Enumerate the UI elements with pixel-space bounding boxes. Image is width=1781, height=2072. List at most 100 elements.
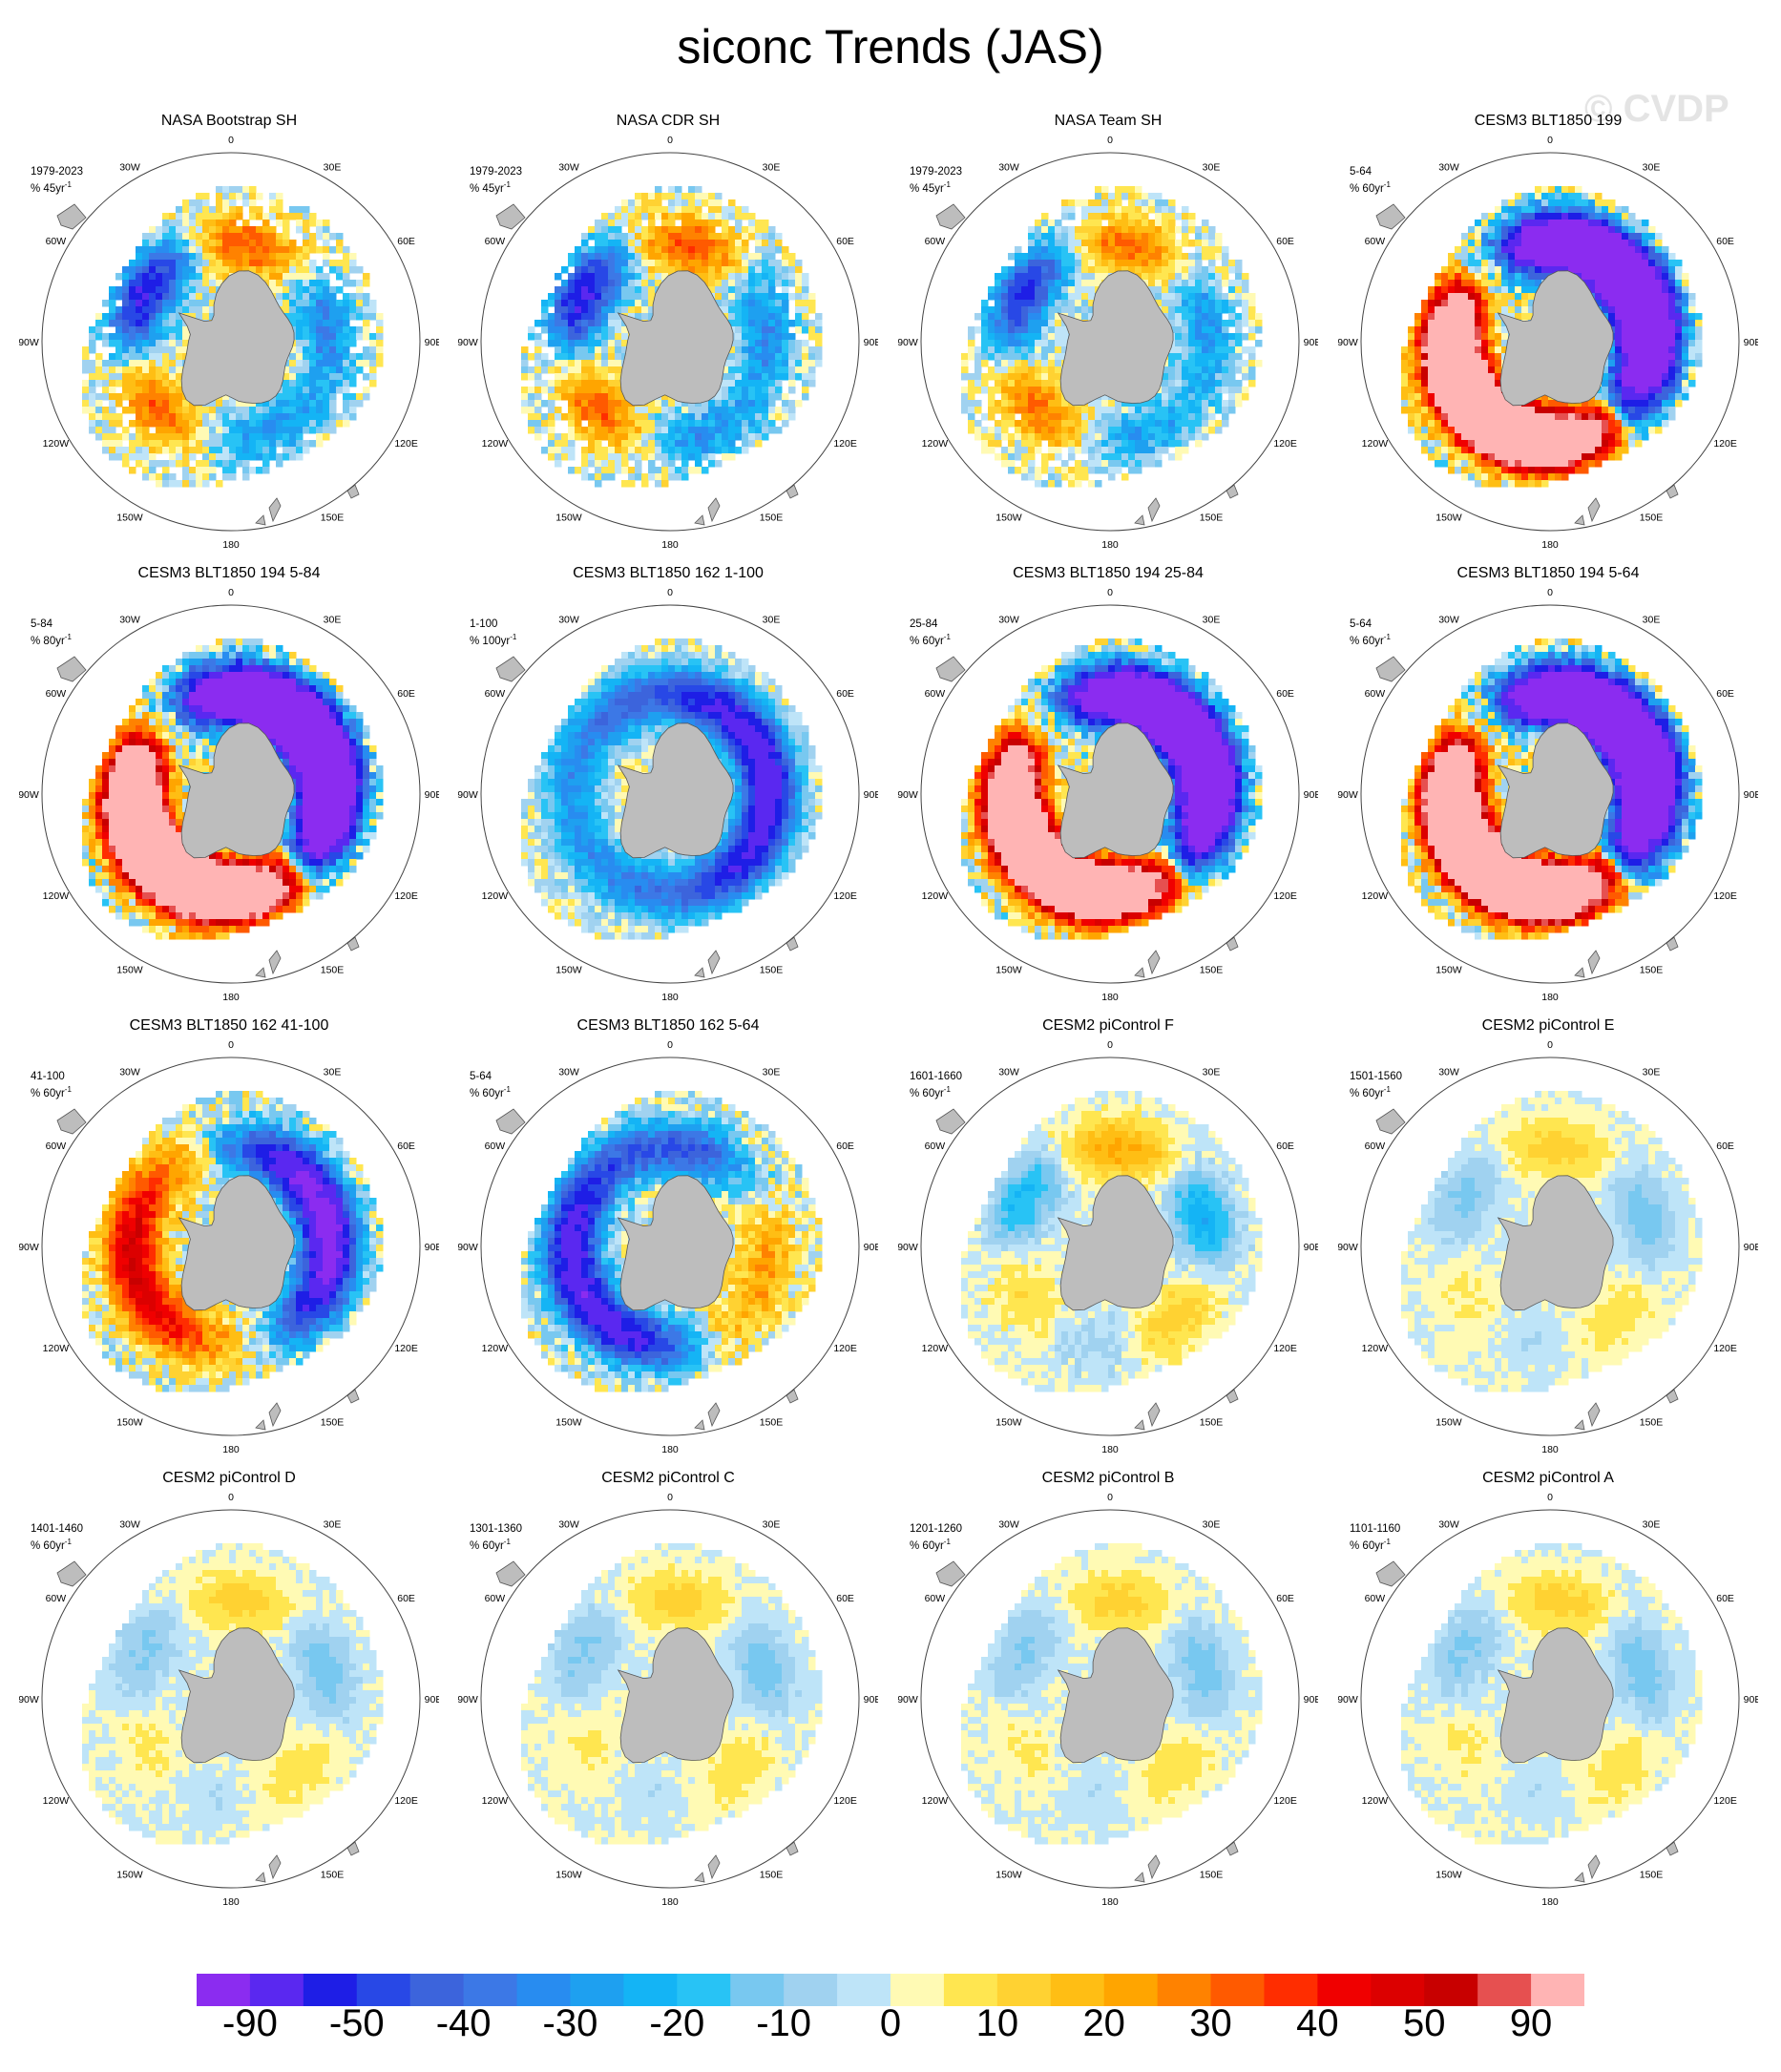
trend-cell [1142,273,1149,281]
trend-cell [136,326,143,334]
trend-cell [162,460,170,468]
trend-cell [1155,206,1163,214]
lon-label: 150E [321,513,345,524]
trend-cell [1535,220,1542,227]
trend-cell [1182,233,1189,241]
trend-cell [303,206,310,214]
trend-cell [216,400,223,408]
lon-label: 180 [222,539,240,551]
trend-cell [296,326,304,334]
trend-cell [595,266,602,274]
trend-cell [1248,306,1256,314]
trend-cell [283,300,290,307]
trend-cell [735,346,743,354]
trend-cell [702,273,709,281]
trend-cell [1015,467,1022,474]
trend-cell [1195,393,1203,401]
trend-cell [1168,273,1176,281]
trend-cell [608,420,616,428]
trend-cell [755,387,763,394]
trend-cell [323,387,330,394]
trend-cell [1028,266,1036,274]
trend-cell [289,266,297,274]
trend-cell [681,233,689,241]
trend-cell [296,453,304,461]
trend-cell [795,260,803,267]
trend-cell [1575,220,1582,227]
trend-cell [1182,213,1189,220]
trend-cell [102,366,110,374]
trend-cell [715,260,723,267]
trend-cell [988,326,995,334]
trend-cell [601,460,609,468]
trend-cell [1075,447,1082,454]
trend-cell [1101,213,1109,220]
trend-cell [1135,220,1142,227]
trend-cell [1628,293,1636,301]
trend-cell [1202,306,1209,314]
trend-cell [1041,306,1049,314]
trend-cell [1188,293,1196,301]
trend-cell [1202,433,1209,441]
trend-cell [343,260,350,267]
trend-cell [568,280,576,287]
trend-cell [363,273,370,281]
trend-cell [149,273,157,281]
trend-cell [675,407,682,414]
trend-cell [1015,326,1022,334]
trend-cell [588,440,596,448]
trend-cell [1242,393,1249,401]
trend-cell [115,380,123,387]
trend-cell [343,380,350,387]
trend-cell [735,413,743,421]
trend-cell [988,400,995,408]
trend-cell [1675,300,1683,307]
trend-cell [329,286,337,294]
trend-cell [209,313,217,321]
trend-cell [735,286,743,294]
trend-cell [122,286,130,294]
trend-cell [635,206,642,214]
trend-cell [581,400,589,408]
trend-cell [1142,199,1149,207]
trend-cell [95,393,103,401]
trend-cell [122,273,130,281]
trend-cell [162,407,170,414]
trend-cell [283,420,290,428]
trend-cell [242,233,250,241]
trend-cell [1155,260,1163,267]
trend-cell [1088,447,1096,454]
trend-cell [276,220,283,227]
trend-cell [176,373,183,381]
trend-cell [149,253,157,261]
trend-cell [1675,306,1683,314]
trend-cell [728,433,736,441]
trend-cell [1048,393,1056,401]
trend-cell [1168,266,1176,274]
trend-cell [655,400,662,408]
trend-cell [1048,260,1056,267]
trend-cell [1622,213,1629,220]
trend-cell [1035,346,1042,354]
trend-cell [1108,473,1116,481]
trend-cell [995,353,1002,361]
trend-cell [1028,460,1036,468]
trend-cell [1555,233,1562,241]
trend-cell [1528,306,1536,314]
trend-cell [276,413,283,421]
trend-cell [648,427,656,434]
trend-cell [1222,246,1229,254]
trend-cell [648,460,656,468]
trend-cell [1061,300,1069,307]
trend-cell [356,286,364,294]
trend-cell [581,380,589,387]
trend-cell [343,293,350,301]
trend-cell [1041,400,1049,408]
trend-cell [262,460,270,468]
trend-cell [323,413,330,421]
trend-cell [1655,253,1663,261]
trend-cell [762,360,769,367]
trend-cell [1175,380,1183,387]
trend-cell [1015,260,1022,267]
trend-cell [1068,266,1076,274]
